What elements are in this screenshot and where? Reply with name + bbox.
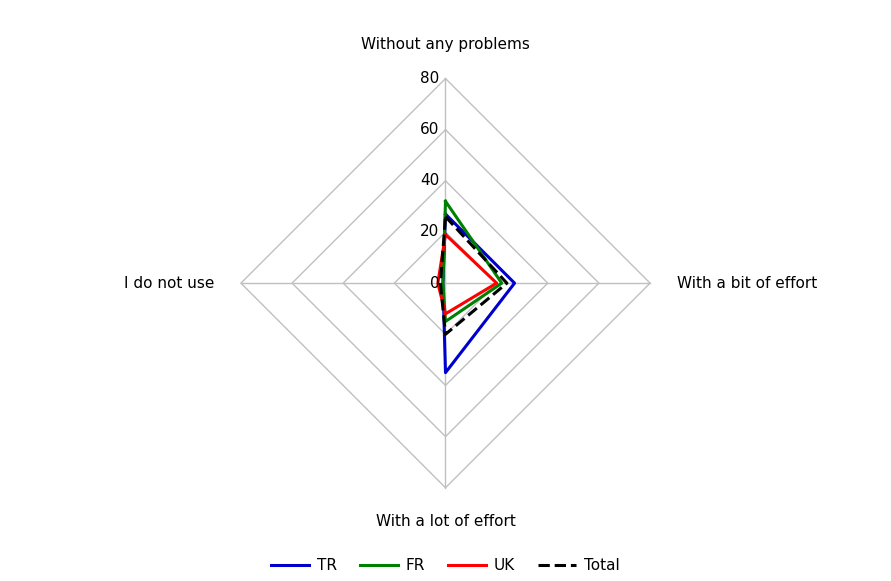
Text: 80: 80 [421,71,439,86]
Text: I do not use: I do not use [124,275,215,290]
Text: 60: 60 [420,122,439,137]
Text: 20: 20 [421,224,439,239]
Text: Without any problems: Without any problems [361,37,530,52]
Legend: TR, FR, UK, Total: TR, FR, UK, Total [266,552,625,579]
Text: With a bit of effort: With a bit of effort [676,275,817,290]
Text: 0: 0 [429,275,439,290]
Text: With a lot of effort: With a lot of effort [376,514,515,529]
Text: 40: 40 [421,173,439,188]
